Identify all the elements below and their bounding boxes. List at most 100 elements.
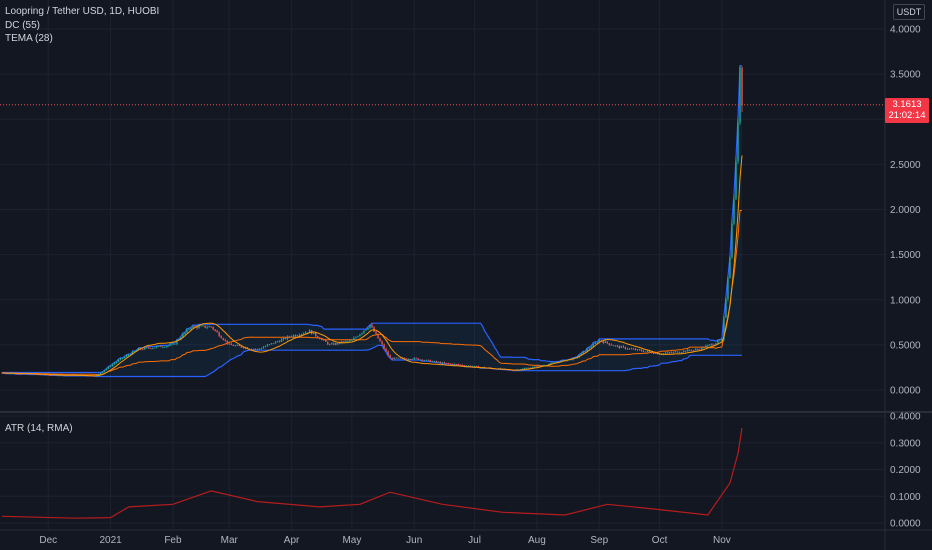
candle-body [715,343,717,345]
candle-body [327,341,329,345]
candle-body [172,343,174,345]
candle-body [467,365,470,367]
candle-body [658,354,661,356]
candle-body [258,348,261,350]
candle-body [713,344,715,346]
candle-body [453,364,456,365]
candle-body [150,348,152,350]
candle-body [707,344,709,346]
candle-body [296,335,299,337]
time-tick-label: May [342,535,361,546]
candle-body [445,362,448,364]
candle-body [721,339,723,341]
candle-body [741,67,743,105]
indicator-donchian[interactable]: DC (55) [5,20,41,31]
candle-body [687,349,689,352]
candle-body [678,352,681,354]
candle-body [242,347,245,349]
candle-body [190,328,192,330]
currency-unit-label[interactable]: USDT [893,4,925,20]
candle-body [134,351,136,353]
candle-body [192,326,194,329]
candle-body [148,347,150,349]
candle-body [117,359,120,362]
candle-body [411,359,413,360]
candle-body [152,348,154,349]
candle-body [512,370,514,371]
candle-body [284,337,287,339]
candle-body [234,345,236,347]
candle-body [166,346,168,347]
candle-body [335,342,337,345]
candle-body [321,339,323,340]
price-tick-label: 0.5000 [890,340,921,351]
candle-body [588,348,590,349]
candle-body [457,364,460,366]
candle-body [383,344,385,349]
candle-body [594,342,596,344]
time-tick-label: Feb [164,535,182,546]
candle-body [351,339,353,341]
candle-body [103,370,106,372]
candle-body [105,368,108,371]
candle-body [727,278,729,299]
candle-body [735,161,737,200]
candle-body [224,339,226,341]
candle-body [198,326,200,328]
time-tick-label: Apr [284,535,300,546]
candle-body [162,347,164,348]
candle-body [725,298,727,318]
candle-body [733,199,735,224]
candle-body [530,367,532,369]
candle-body [425,359,428,361]
indicator-tema[interactable]: TEMA (28) [5,33,53,44]
candle-body [232,345,234,346]
candle-body [534,366,536,368]
candle-body [409,358,411,360]
candle-body [582,351,584,354]
candle-body [206,327,208,329]
candle-body [626,348,629,350]
atr-tick-label: 0.0000 [890,519,921,530]
symbol-title[interactable]: Loopring / Tether USD, 1D, HUOBI [5,6,160,17]
candle-body [399,357,401,359]
candle-body [347,341,349,342]
candle-body [447,363,450,364]
candle-body [111,364,114,367]
candle-body [333,343,335,345]
candle-body [640,349,643,352]
candle-body [262,347,265,349]
candle-body [184,332,186,335]
candle-body [97,373,100,376]
candle-body [250,348,253,350]
price-tick-label: 2.0000 [890,205,921,216]
candle-body [202,325,204,327]
candle-body [465,365,468,367]
candle-body [540,365,542,367]
candle-body [421,359,423,361]
candle-body [308,330,311,333]
candle-body [536,366,538,368]
candle-body [604,341,606,343]
candle-body [349,340,351,342]
donchian-upper-line [2,65,742,374]
atr-tick-label: 0.3000 [890,438,921,449]
donchian-fill [2,65,742,377]
candle-body [461,364,464,366]
candle-body [119,358,122,360]
candle-body [473,366,476,367]
candle-body [443,362,446,364]
time-tick-label: Dec [39,535,57,546]
candle-body [427,359,430,361]
candle-body [276,341,279,343]
candle-body [681,352,683,353]
candle-body [475,366,478,367]
indicator-atr[interactable]: ATR (14, RMA) [5,423,73,434]
candle-body [451,363,454,365]
candle-body [188,329,190,331]
candle-body [689,349,691,351]
candle-body [608,343,611,345]
candle-body [630,348,633,350]
candle-body [668,352,671,354]
